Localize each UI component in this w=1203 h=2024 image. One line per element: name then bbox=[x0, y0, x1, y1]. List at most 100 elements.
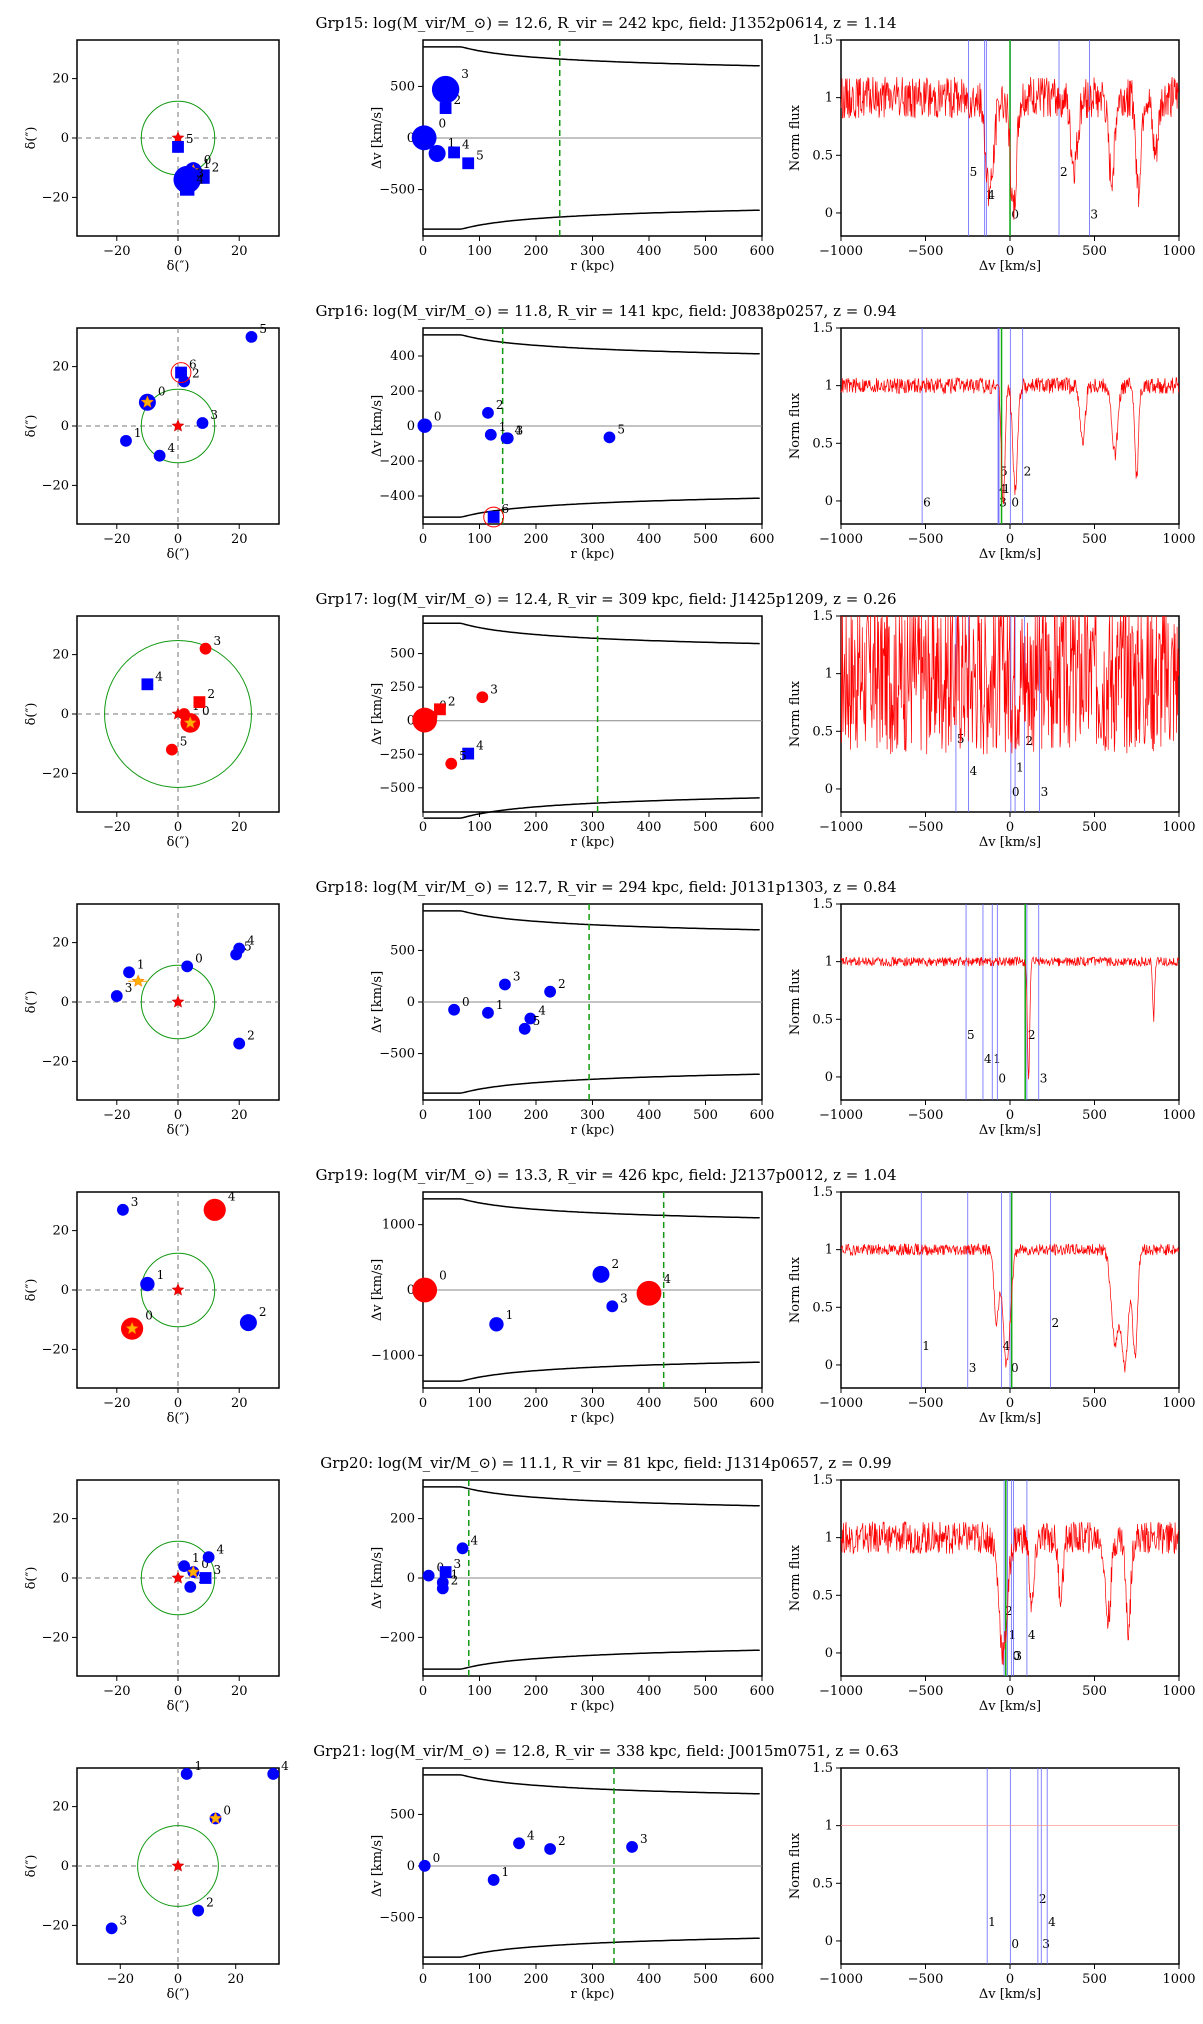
upper-envelope-curve bbox=[423, 910, 760, 931]
galaxy-label: 4 bbox=[527, 1828, 535, 1842]
lower-envelope-curve bbox=[423, 1937, 760, 1958]
galaxy-circle-marker bbox=[165, 743, 178, 756]
y-axis-label: Δv [km/s] bbox=[370, 1835, 385, 1897]
galaxy-label: 0 bbox=[462, 995, 470, 1009]
x-tick-label: 500 bbox=[1082, 1684, 1107, 1699]
x-axis-label: r (kpc) bbox=[571, 1411, 615, 1426]
y-tick-label: 1 bbox=[825, 91, 833, 106]
x-tick-label: 500 bbox=[693, 1684, 718, 1699]
y-tick-label: 1 bbox=[825, 1243, 833, 1258]
x-tick-label: 0 bbox=[419, 1684, 427, 1699]
galaxy-square-marker bbox=[448, 146, 460, 159]
panel-spectrum-Grp21: −1000 −500 0 500 1000 0 0.5 1 1.5 Δv [km/s] Norm f… bbox=[788, 1761, 1196, 2002]
velocity-marker-label: 1 bbox=[988, 1915, 996, 1929]
galaxy-square-marker bbox=[199, 1572, 212, 1584]
panel-spectrum-Grp19: −1000 −500 0 500 1000 0 0.5 1 1.5 Δv [km/s] Norm f… bbox=[788, 1185, 1196, 1426]
y-axis-label: Δv [km/s] bbox=[370, 971, 385, 1033]
x-tick-label: −1000 bbox=[819, 1972, 863, 1987]
upper-envelope-curve bbox=[423, 46, 760, 67]
galaxy-label: 4 bbox=[228, 1190, 236, 1204]
x-tick-label: 600 bbox=[750, 244, 775, 259]
galaxy-square-marker bbox=[172, 141, 184, 153]
y-axis-label: Norm flux bbox=[788, 1256, 803, 1323]
x-tick-label: 0 bbox=[419, 532, 427, 547]
galaxy-circle-marker bbox=[153, 449, 166, 462]
galaxy-square-marker bbox=[193, 696, 206, 709]
y-tick-label: 0 bbox=[825, 1646, 833, 1661]
galaxy-circle-marker bbox=[120, 434, 132, 447]
galaxy-label: 1 bbox=[134, 426, 142, 440]
y-tick-label: 200 bbox=[390, 1512, 415, 1527]
galaxy-circle-marker bbox=[178, 708, 191, 720]
y-tick-label: 0 bbox=[61, 995, 69, 1010]
x-axis-label: r (kpc) bbox=[571, 1699, 615, 1714]
galaxy-label: 3 bbox=[196, 166, 204, 180]
y-tick-label: 0 bbox=[61, 419, 69, 434]
x-axis-label: r (kpc) bbox=[571, 835, 615, 850]
x-tick-label: 300 bbox=[580, 244, 605, 259]
x-tick-label: 100 bbox=[467, 1684, 492, 1699]
y-tick-label: 0 bbox=[825, 1934, 833, 1949]
x-tick-label: 500 bbox=[1082, 820, 1107, 835]
galaxy-circle-marker bbox=[436, 1582, 449, 1595]
galaxy-label: 6 bbox=[502, 502, 510, 516]
galaxy-circle-marker bbox=[117, 1203, 129, 1216]
x-tick-label: 100 bbox=[467, 244, 492, 259]
galaxy-label: 1 bbox=[502, 1865, 510, 1879]
x-tick-label: 500 bbox=[693, 820, 718, 835]
y-axis-label: δ(″) bbox=[24, 1279, 39, 1302]
velocity-marker-label: 1 bbox=[922, 1339, 930, 1353]
x-tick-label: 200 bbox=[524, 244, 549, 259]
axes-frame bbox=[840, 903, 1180, 1101]
y-tick-label: 0 bbox=[407, 1859, 415, 1874]
galaxy-circle-marker bbox=[487, 1874, 500, 1886]
x-tick-label: 0 bbox=[1006, 1396, 1014, 1411]
galaxy-label: 4 bbox=[462, 138, 470, 152]
galaxy-label: 1 bbox=[195, 1759, 203, 1773]
velocity-marker-label: 3 bbox=[1090, 208, 1098, 222]
qso-star bbox=[171, 995, 185, 1008]
x-tick-label: 500 bbox=[693, 532, 718, 547]
qso-star bbox=[171, 1571, 185, 1584]
galaxy-label: 3 bbox=[620, 1291, 628, 1305]
y-tick-label: 0 bbox=[407, 419, 415, 434]
galaxy-label: 3 bbox=[454, 1557, 462, 1571]
y-tick-label: 1.5 bbox=[812, 609, 833, 624]
x-tick-label: −1000 bbox=[819, 1396, 863, 1411]
galaxy-label: 3 bbox=[120, 1913, 128, 1927]
x-axis-label: Δv [km/s] bbox=[979, 835, 1041, 850]
y-tick-label: 1.5 bbox=[812, 33, 833, 48]
x-tick-label: 1000 bbox=[1162, 1396, 1195, 1411]
galaxy-label: 1 bbox=[496, 998, 504, 1012]
x-tick-label: 0 bbox=[419, 1396, 427, 1411]
y-tick-label: −500 bbox=[379, 1047, 415, 1062]
rvir-circle bbox=[140, 964, 216, 1040]
galaxy-label: 0 bbox=[158, 385, 166, 399]
x-tick-label: −1000 bbox=[819, 244, 863, 259]
galaxy-label: 1 bbox=[448, 136, 456, 150]
panel-spectrum-Grp17: −1000 −500 0 500 1000 0 0.5 1 1.5 Δv [km/s] Norm f… bbox=[788, 609, 1196, 850]
galaxy-circle-marker bbox=[456, 1542, 469, 1555]
y-tick-label: −20 bbox=[42, 1918, 69, 1933]
y-axis-label: Δv [km/s] bbox=[370, 1547, 385, 1609]
galaxy-circle-marker bbox=[513, 1837, 525, 1850]
velocity-marker-label: 6 bbox=[923, 496, 931, 510]
x-tick-label: 1000 bbox=[1162, 532, 1195, 547]
y-tick-label: 0.5 bbox=[812, 724, 833, 739]
galaxy-label: 4 bbox=[281, 1759, 289, 1773]
x-tick-label: 1000 bbox=[1162, 820, 1195, 835]
x-axis-label: Δv [km/s] bbox=[979, 1987, 1041, 2002]
galaxy-circle-marker bbox=[239, 1314, 257, 1332]
x-tick-label: 100 bbox=[467, 532, 492, 547]
x-tick-label: 0 bbox=[174, 1108, 182, 1123]
x-tick-label: 0 bbox=[419, 820, 427, 835]
x-tick-label: 300 bbox=[580, 1684, 605, 1699]
y-tick-label: 1 bbox=[825, 1819, 833, 1834]
x-axis-label: δ(″) bbox=[167, 547, 190, 562]
y-tick-label: 500 bbox=[390, 1807, 415, 1822]
galaxy-label: 1 bbox=[499, 420, 507, 434]
galaxy-circle-marker bbox=[412, 1277, 438, 1303]
velocity-marker-label: 0 bbox=[1011, 1361, 1019, 1375]
